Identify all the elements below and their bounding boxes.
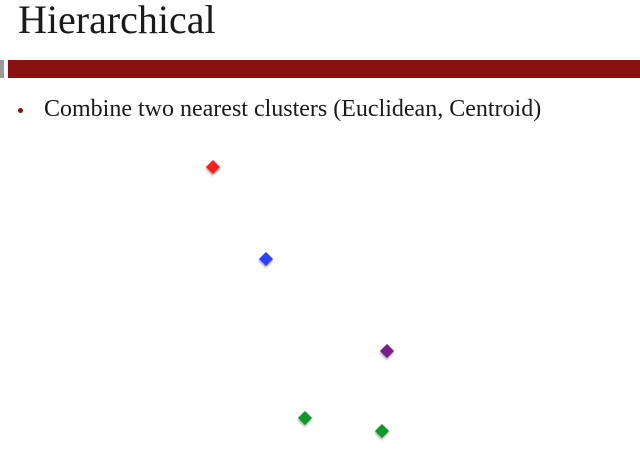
green-point-1 <box>297 410 313 426</box>
purple-point <box>379 343 395 359</box>
title-rule-accent <box>0 60 4 78</box>
title-rule <box>8 60 640 78</box>
bullet-text: Combine two nearest clusters (Euclidean,… <box>44 96 542 122</box>
bullet-item: Combine two nearest clusters (Euclidean,… <box>18 94 541 124</box>
green-point-2 <box>374 423 390 439</box>
red-point <box>205 159 221 175</box>
bullet-dot <box>18 107 23 113</box>
blue-point <box>258 251 274 267</box>
slide-title: Hierarchical <box>18 0 216 42</box>
